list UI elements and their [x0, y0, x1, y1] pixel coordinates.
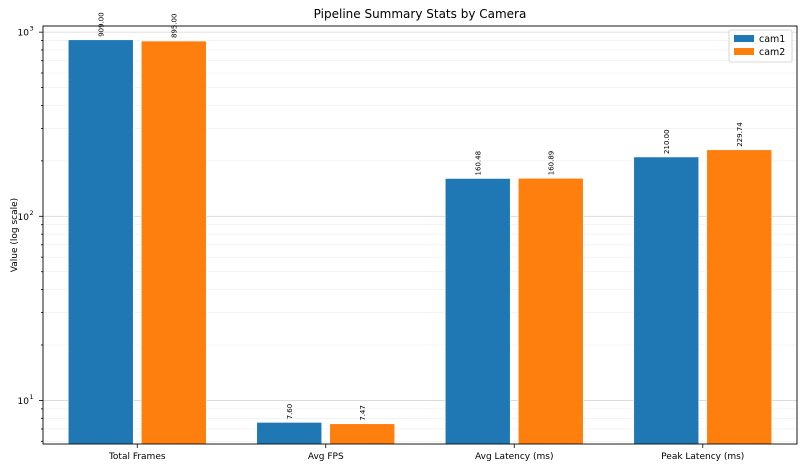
value-label-cam2: 160.89 [548, 151, 556, 176]
x-tick-label: Avg Latency (ms) [475, 452, 553, 462]
value-label-cam1: 7.60 [286, 404, 294, 420]
value-label-cam1: 160.48 [475, 151, 483, 176]
y-tick-base: 10 [18, 213, 30, 223]
legend-swatch-cam2 [734, 48, 754, 55]
bar-cam2 [517, 177, 584, 445]
bar-cam2 [329, 423, 396, 445]
chart-title: Pipeline Summary Stats by Camera [314, 7, 527, 21]
y-tick-exponent: 2 [30, 209, 34, 217]
bars [67, 39, 773, 445]
bar-cam1 [444, 178, 511, 445]
x-tick-label: Peak Latency (ms) [661, 452, 744, 462]
value-label-cam2: 7.47 [359, 405, 367, 421]
bar-cam1 [633, 156, 700, 445]
x-tick-label: Avg FPS [308, 452, 344, 462]
bar-cam2 [140, 40, 207, 445]
x-tick-label: Total Frames [108, 452, 166, 462]
legend-label-cam1: cam1 [759, 34, 785, 45]
y-tick-base: 10 [18, 397, 30, 407]
value-label-cam1: 210.00 [663, 129, 671, 154]
y-axis-label: Value (log scale) [10, 198, 20, 272]
y-tick-label: 10 2 [18, 209, 34, 223]
value-label-cam1: 909.00 [98, 12, 106, 37]
bar-cam2 [706, 149, 773, 445]
y-tick-exponent: 3 [30, 25, 34, 33]
legend-label-cam2: cam2 [759, 47, 785, 58]
legend-swatch-cam1 [734, 35, 754, 42]
bar-cam1 [256, 422, 323, 445]
y-tick-label: 10 1 [18, 393, 34, 407]
value-label-cam2: 229.74 [736, 122, 744, 147]
legend: cam1 cam2 [728, 29, 793, 63]
bar-cam1 [67, 39, 134, 445]
y-tick-exponent: 1 [30, 393, 34, 401]
y-tick-label: 10 3 [18, 25, 34, 39]
y-tick-base: 10 [18, 29, 30, 39]
plot-frame [42, 25, 798, 445]
